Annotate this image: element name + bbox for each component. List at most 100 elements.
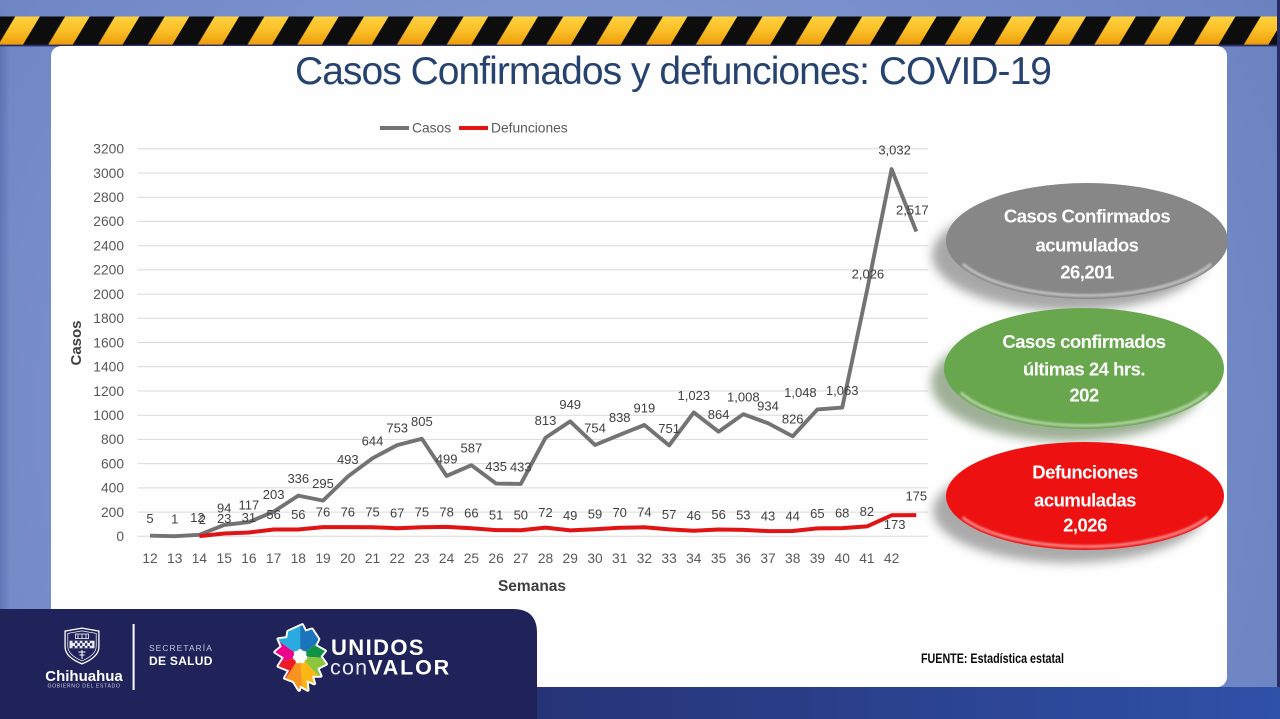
svg-text:2,517: 2,517 [896, 203, 929, 218]
svg-text:2,026: 2,026 [852, 266, 885, 281]
svg-text:499: 499 [436, 451, 458, 466]
svg-text:76: 76 [341, 505, 355, 520]
svg-text:12: 12 [190, 510, 204, 525]
svg-text:2600: 2600 [93, 214, 124, 229]
svg-text:813: 813 [535, 413, 557, 428]
svg-text:203: 203 [263, 487, 285, 502]
svg-text:70: 70 [612, 505, 626, 520]
svg-text:76: 76 [316, 505, 330, 520]
svg-text:600: 600 [101, 456, 124, 471]
svg-text:805: 805 [411, 414, 433, 429]
svg-text:949: 949 [559, 397, 581, 412]
svg-text:202: 202 [1069, 385, 1099, 406]
svg-text:753: 753 [386, 421, 408, 436]
svg-text:800: 800 [101, 432, 124, 447]
svg-text:13: 13 [167, 551, 183, 566]
svg-text:75: 75 [415, 505, 429, 520]
svg-text:50: 50 [514, 508, 528, 523]
svg-text:27: 27 [513, 551, 528, 566]
svg-text:919: 919 [634, 400, 656, 415]
svg-text:conVALOR: conVALOR [330, 656, 451, 680]
svg-text:43: 43 [761, 509, 775, 524]
svg-text:41: 41 [859, 551, 874, 566]
svg-text:31: 31 [612, 551, 627, 566]
svg-text:295: 295 [312, 476, 334, 491]
svg-text:46: 46 [687, 508, 701, 523]
svg-text:SECRETARÍA: SECRETARÍA [149, 643, 213, 653]
svg-text:3000: 3000 [93, 166, 124, 181]
svg-text:34: 34 [686, 551, 702, 566]
svg-text:587: 587 [461, 441, 483, 456]
svg-text:Defunciones: Defunciones [1032, 462, 1138, 483]
svg-text:37: 37 [760, 551, 775, 566]
svg-text:67: 67 [390, 506, 404, 521]
svg-text:2000: 2000 [93, 287, 124, 302]
svg-text:74: 74 [637, 505, 651, 520]
svg-text:751: 751 [658, 421, 680, 436]
svg-text:FUENTE: Estadística estatal: FUENTE: Estadística estatal [921, 650, 1064, 666]
svg-text:57: 57 [662, 507, 676, 522]
svg-text:Chihuahua: Chihuahua [45, 668, 123, 685]
svg-text:78: 78 [439, 504, 453, 519]
svg-text:2400: 2400 [93, 239, 124, 254]
svg-text:1600: 1600 [93, 335, 124, 350]
svg-text:35: 35 [711, 551, 727, 566]
svg-text:Casos confirmados: Casos confirmados [1002, 331, 1165, 352]
svg-text:754: 754 [584, 420, 606, 435]
svg-text:32: 32 [637, 551, 652, 566]
svg-text:56: 56 [711, 507, 725, 522]
svg-text:1000: 1000 [93, 408, 124, 423]
svg-text:40: 40 [835, 551, 851, 566]
svg-text:1400: 1400 [93, 360, 124, 375]
svg-text:Casos Confirmados y defuncione: Casos Confirmados y defunciones: COVID-1… [295, 50, 1052, 93]
svg-text:1,008: 1,008 [727, 390, 760, 405]
svg-text:38: 38 [785, 551, 801, 566]
svg-text:19: 19 [315, 551, 331, 566]
svg-text:1,048: 1,048 [784, 385, 817, 400]
svg-text:175: 175 [905, 489, 927, 504]
svg-text:433: 433 [510, 459, 532, 474]
svg-text:2,026: 2,026 [1063, 515, 1107, 536]
svg-text:200: 200 [101, 505, 124, 520]
svg-text:49: 49 [563, 508, 577, 523]
svg-text:72: 72 [538, 505, 552, 520]
svg-text:838: 838 [609, 410, 631, 425]
svg-text:12: 12 [142, 551, 157, 566]
svg-text:65: 65 [810, 506, 824, 521]
svg-text:36: 36 [736, 551, 752, 566]
svg-text:16: 16 [241, 551, 257, 566]
svg-text:18: 18 [291, 551, 307, 566]
svg-text:82: 82 [860, 504, 874, 519]
svg-text:826: 826 [782, 412, 804, 427]
svg-text:26: 26 [488, 551, 504, 566]
svg-text:1,023: 1,023 [678, 388, 711, 403]
svg-text:5: 5 [146, 511, 153, 526]
svg-text:39: 39 [810, 551, 826, 566]
svg-text:66: 66 [464, 506, 478, 521]
svg-text:2200: 2200 [93, 263, 124, 278]
svg-text:173: 173 [884, 517, 906, 532]
svg-text:864: 864 [708, 407, 730, 422]
svg-text:28: 28 [538, 551, 554, 566]
svg-text:31: 31 [242, 510, 256, 525]
svg-text:20: 20 [340, 551, 356, 566]
svg-text:29: 29 [563, 551, 579, 566]
svg-text:Semanas: Semanas [498, 578, 566, 595]
svg-text:117: 117 [239, 498, 260, 513]
svg-text:2: 2 [199, 512, 206, 527]
svg-text:acumuladas: acumuladas [1034, 490, 1136, 511]
svg-text:68: 68 [835, 506, 849, 521]
svg-text:56: 56 [266, 507, 280, 522]
svg-text:30: 30 [587, 551, 603, 566]
svg-text:DE SALUD: DE SALUD [149, 654, 213, 668]
svg-text:1800: 1800 [93, 311, 124, 326]
svg-text:21: 21 [365, 551, 380, 566]
svg-text:15: 15 [217, 551, 233, 566]
svg-text:Casos: Casos [412, 121, 451, 136]
svg-text:acumulados: acumulados [1036, 235, 1139, 256]
svg-text:1200: 1200 [93, 384, 124, 399]
svg-text:Defunciones: Defunciones [491, 121, 568, 136]
svg-text:33: 33 [661, 551, 677, 566]
svg-text:94: 94 [217, 500, 231, 515]
svg-text:53: 53 [736, 507, 750, 522]
